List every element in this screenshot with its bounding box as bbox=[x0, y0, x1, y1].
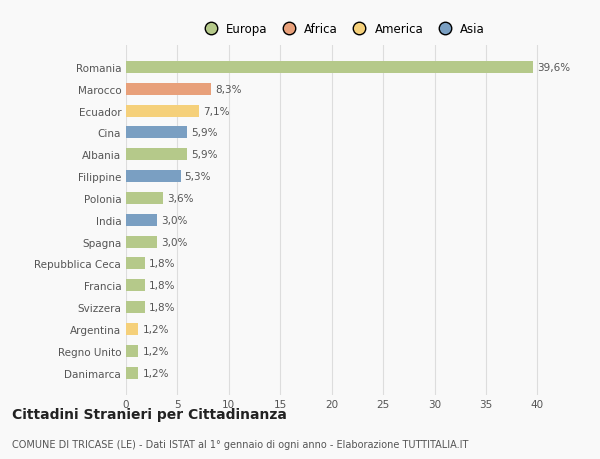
Text: 1,2%: 1,2% bbox=[142, 368, 169, 378]
Bar bbox=[126, 171, 181, 183]
Text: 3,0%: 3,0% bbox=[161, 215, 187, 225]
Bar bbox=[126, 280, 145, 292]
Text: 5,9%: 5,9% bbox=[191, 128, 217, 138]
Text: 5,9%: 5,9% bbox=[191, 150, 217, 160]
Bar bbox=[126, 62, 533, 74]
Bar bbox=[126, 192, 163, 205]
Text: 3,0%: 3,0% bbox=[161, 237, 187, 247]
Bar bbox=[126, 236, 157, 248]
Text: 1,2%: 1,2% bbox=[142, 325, 169, 334]
Text: 1,8%: 1,8% bbox=[149, 281, 175, 291]
Text: 5,3%: 5,3% bbox=[185, 172, 211, 182]
Text: 8,3%: 8,3% bbox=[215, 84, 242, 95]
Text: 3,6%: 3,6% bbox=[167, 194, 194, 203]
Bar bbox=[126, 323, 139, 335]
Legend: Europa, Africa, America, Asia: Europa, Africa, America, Asia bbox=[197, 20, 487, 38]
Text: 1,2%: 1,2% bbox=[142, 346, 169, 356]
Bar bbox=[126, 302, 145, 313]
Bar bbox=[126, 345, 139, 357]
Bar bbox=[126, 214, 157, 226]
Text: Cittadini Stranieri per Cittadinanza: Cittadini Stranieri per Cittadinanza bbox=[12, 407, 287, 421]
Bar bbox=[126, 258, 145, 270]
Bar bbox=[126, 84, 211, 95]
Text: 1,8%: 1,8% bbox=[149, 302, 175, 313]
Text: 7,1%: 7,1% bbox=[203, 106, 230, 116]
Bar bbox=[126, 106, 199, 118]
Bar bbox=[126, 127, 187, 139]
Text: 39,6%: 39,6% bbox=[538, 63, 571, 73]
Bar bbox=[126, 149, 187, 161]
Text: COMUNE DI TRICASE (LE) - Dati ISTAT al 1° gennaio di ogni anno - Elaborazione TU: COMUNE DI TRICASE (LE) - Dati ISTAT al 1… bbox=[12, 440, 469, 449]
Text: 1,8%: 1,8% bbox=[149, 259, 175, 269]
Bar bbox=[126, 367, 139, 379]
